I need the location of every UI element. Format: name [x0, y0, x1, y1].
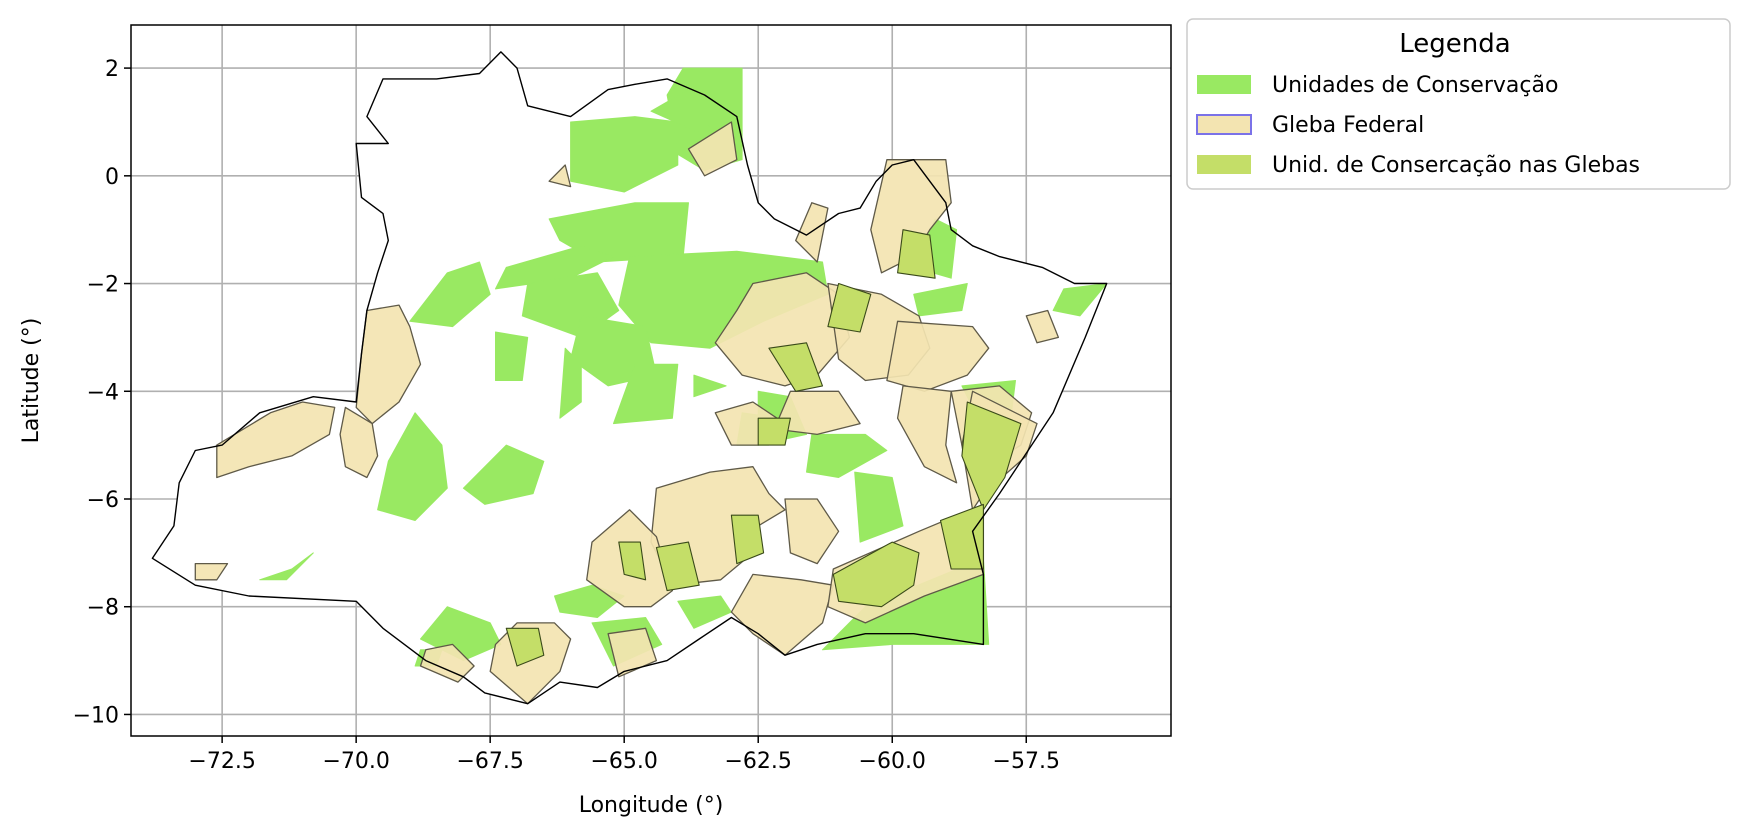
x-axis-label: Longitude (°) — [579, 793, 724, 818]
map-layer — [151, 51, 1108, 705]
conservation-unit-22 — [913, 283, 968, 317]
federal-gleba-24 — [1025, 309, 1060, 344]
legend: Legenda Unidades de Conservação Gleba Fed… — [1186, 18, 1731, 190]
overlap-area-6 — [832, 541, 920, 608]
federal-gleba-12 — [896, 385, 958, 484]
federal-gleba-10 — [886, 320, 990, 392]
conservation-unit-23 — [1052, 283, 1108, 317]
federal-gleba-1 — [339, 406, 379, 479]
conservation-unit-16 — [259, 552, 314, 581]
x-axis-ticks: −72.5 −70.0 −67.5 −65.0 −62.5 −60.0 −57.5 — [188, 736, 1060, 774]
federal-gleba-22 — [419, 643, 475, 683]
legend-label-0: Unidades de Conservação — [1272, 73, 1558, 98]
overlap-area-8 — [618, 541, 647, 581]
federal-gleba-18 — [730, 573, 834, 656]
conservation-unit-17 — [806, 433, 888, 478]
x-tick-label-3: −65.0 — [590, 749, 657, 774]
y-tick-label-2: −2 — [87, 273, 119, 298]
conservation-unit-14 — [377, 412, 448, 521]
conservation-unit-9 — [495, 331, 529, 381]
y-tick-label-0: 2 — [105, 57, 119, 82]
overlap-area-7 — [939, 503, 984, 570]
conservation-unit-4 — [495, 245, 614, 290]
federal-gleba-5 — [548, 164, 572, 188]
legend-label-1: Gleba Federal — [1272, 113, 1424, 138]
federal-gleba-16 — [784, 498, 840, 565]
conservation-unit-11 — [613, 363, 679, 425]
x-tick-label-1: −70.0 — [322, 749, 389, 774]
y-tick-label-4: −6 — [87, 488, 119, 513]
y-tick-label-5: −8 — [87, 596, 119, 621]
overlap-area-1 — [730, 514, 765, 565]
y-axis-label: Latitude (°) — [19, 318, 44, 444]
y-axis-ticks: 2 0 −2 −4 −6 −8 −10 — [73, 57, 131, 728]
y-tick-label-3: −4 — [87, 380, 119, 405]
conservation-unit-2 — [650, 89, 732, 134]
overlap-areas-layer — [505, 229, 1022, 667]
x-tick-label-5: −60.0 — [859, 749, 926, 774]
conservation-unit-10 — [559, 347, 582, 419]
federal-gleba-23 — [607, 627, 658, 678]
x-tick-label-2: −67.5 — [456, 749, 523, 774]
x-tick-label-0: −72.5 — [188, 749, 255, 774]
conservation-unit-12 — [693, 374, 727, 398]
federal-gleba-4 — [687, 121, 738, 177]
x-tick-label-6: −57.5 — [993, 749, 1060, 774]
x-tick-label-4: −62.5 — [725, 749, 792, 774]
overlap-area-3 — [827, 282, 872, 333]
federal-gleba-2 — [216, 401, 336, 479]
overlap-area-0 — [768, 342, 824, 392]
federal-gleba-3 — [194, 562, 229, 581]
legend-label-2: Unid. de Consercação nas Glebas — [1272, 153, 1640, 178]
state-boundary-line — [151, 51, 1108, 705]
overlap-area-2 — [655, 541, 700, 592]
overlap-area-5 — [961, 401, 1022, 511]
overlap-area-4 — [897, 229, 936, 279]
overlap-area-10 — [505, 627, 545, 667]
legend-box — [1186, 18, 1731, 190]
plot-frame — [130, 24, 1172, 737]
legend-swatch-0 — [1197, 75, 1251, 94]
conservation-unit-15 — [462, 444, 545, 505]
legend-title: Legenda — [1399, 29, 1510, 59]
y-tick-label-1: 0 — [105, 165, 119, 190]
state-boundary — [151, 51, 1108, 705]
conservation-unit-0 — [570, 116, 679, 193]
y-tick-label-6: −10 — [73, 703, 119, 728]
conservation-unit-19 — [854, 471, 904, 543]
legend-swatch-2 — [1197, 155, 1251, 174]
conservation-unit-5 — [409, 261, 491, 328]
overlap-area-9 — [757, 417, 791, 446]
legend-items: Unidades de Conservação Gleba Federal Unid… — [1196, 73, 1640, 178]
legend-swatch-1 — [1196, 114, 1252, 135]
